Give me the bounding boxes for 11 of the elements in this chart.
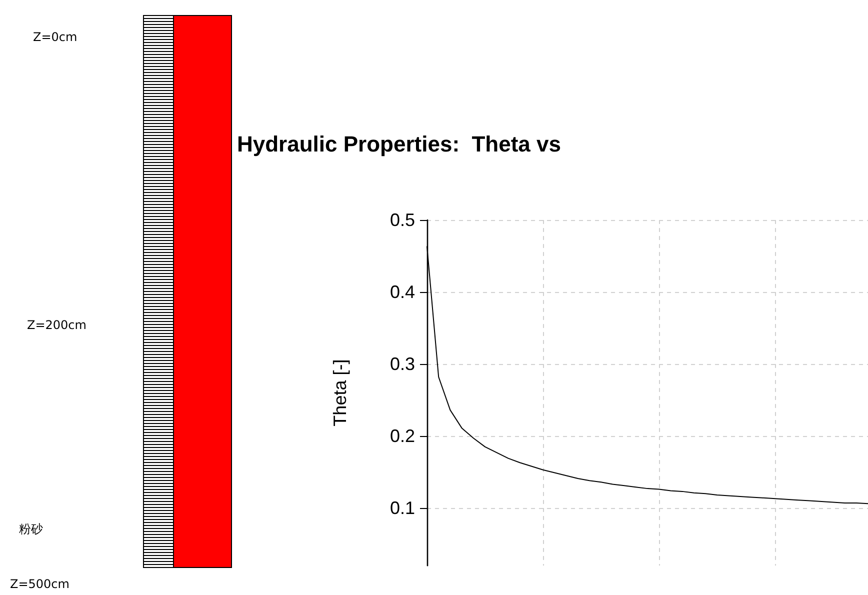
- text: Z=500cm: [10, 577, 70, 591]
- y-tick-label: 0.1: [390, 498, 415, 518]
- y-axis-title: Theta [-]: [330, 359, 350, 426]
- y-tick-label: 0.3: [390, 354, 415, 374]
- text: 粉砂: [19, 521, 43, 538]
- y-tick-label: 0.4: [390, 282, 415, 302]
- chart-title: Hydraulic Properties: Theta vs: [237, 132, 561, 156]
- y-tick-label: 0.2: [390, 426, 415, 446]
- text: Z=200cm: [27, 318, 86, 332]
- text: Z=0cm: [33, 30, 78, 44]
- y-tick-label: 0.5: [390, 210, 415, 230]
